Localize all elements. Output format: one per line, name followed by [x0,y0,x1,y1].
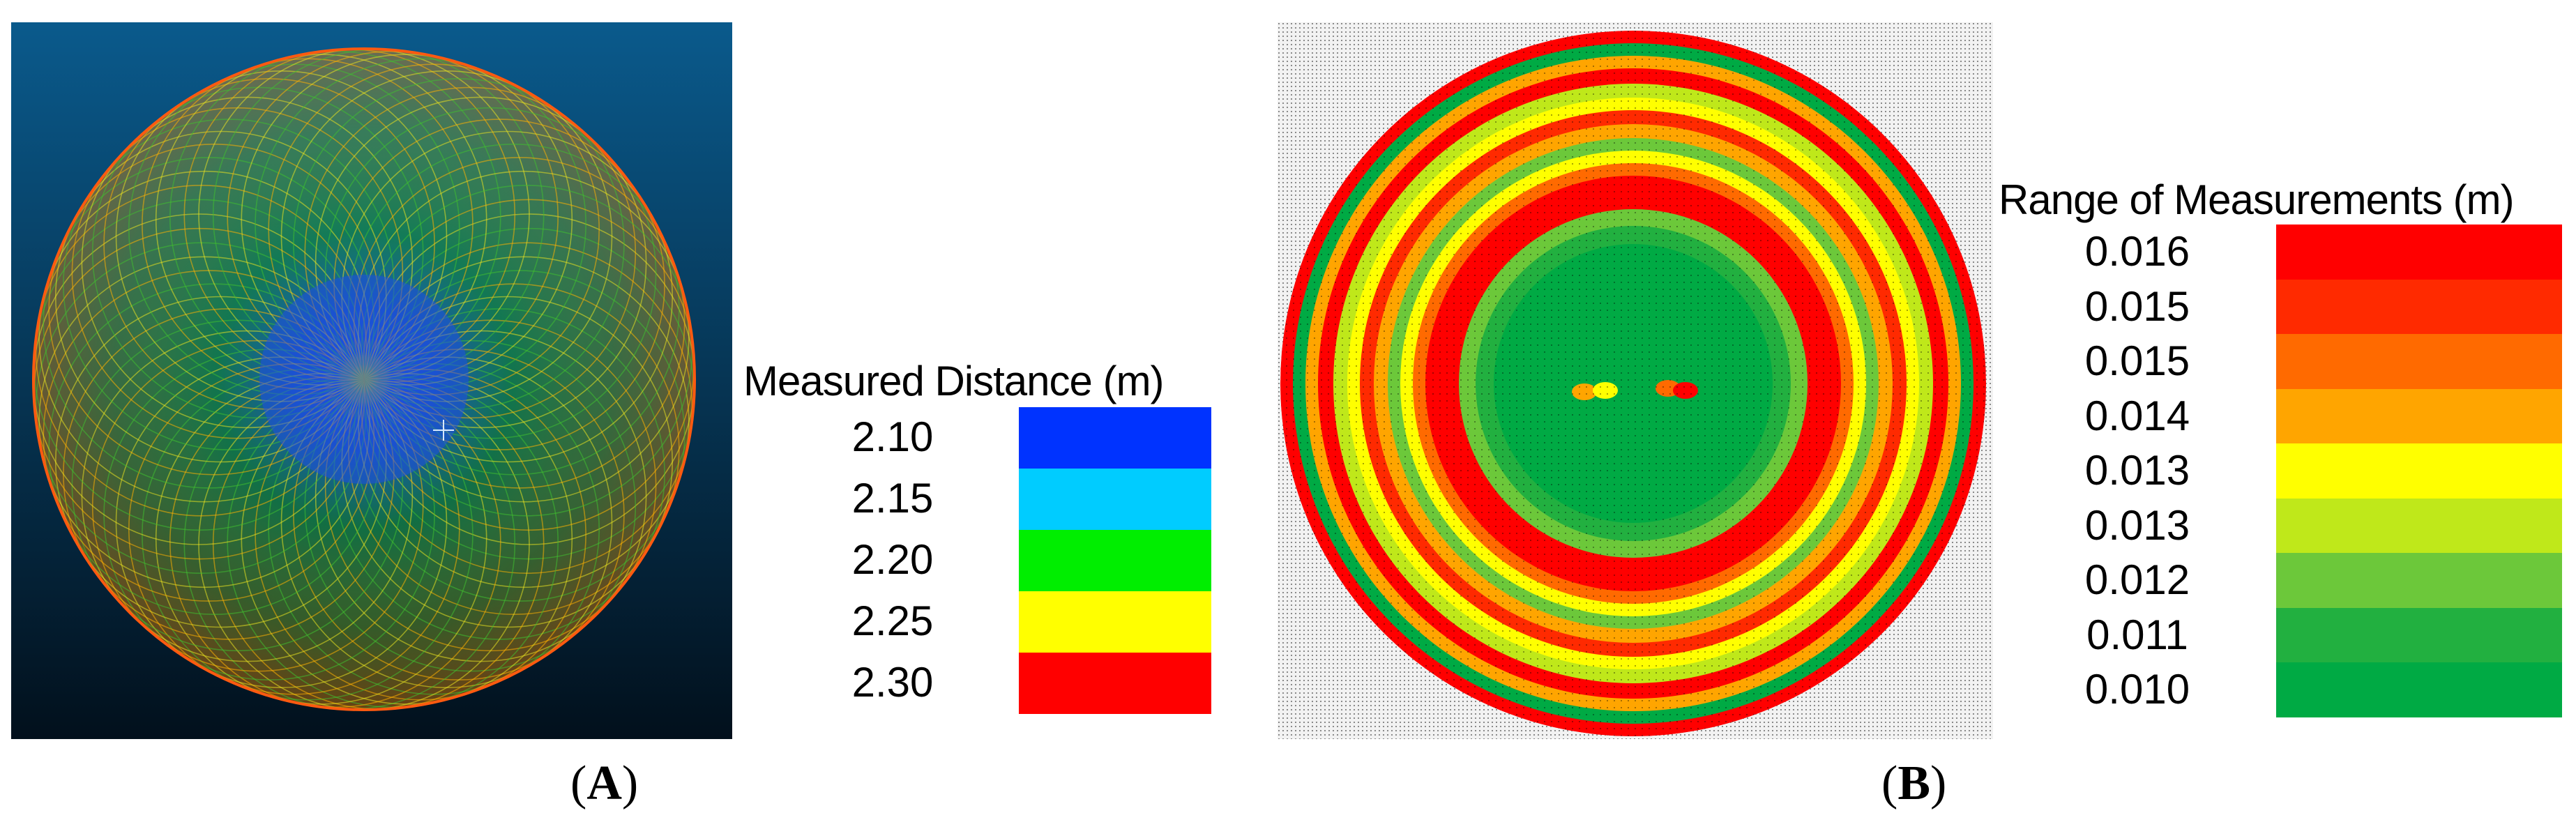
panel-b-caption-letter: B [1897,756,1931,810]
panel-b-caption-open: ( [1881,756,1898,810]
panel-a-scan-pattern [33,49,695,710]
panel-b-legend-swatch [2276,280,2562,335]
panel-a-legend-label: 2.30 [851,659,934,706]
panel-b-legend-label: 0.015 [2084,283,2190,330]
scan-loop [324,107,657,439]
panel-b-legend-label: 0.014 [2084,393,2190,439]
panel-a-caption: (A) [570,756,638,812]
panel-b-legend-swatch [2276,499,2562,554]
panel-a-legend-title: Measured Distance (m) [743,358,1165,404]
panel-b-grid-overlay [1280,31,1986,736]
panel-b-legend-swatch [2276,334,2562,389]
panel-b-legend-swatch [2276,443,2562,499]
panel-a-legend-swatch [1019,591,1211,653]
panel-b-caption: (B) [1881,756,1946,812]
panel-b-range-map-svg [1278,22,1993,739]
panel-a-legend-label: 2.10 [851,413,934,460]
panel-b-legend-label: 0.013 [2084,447,2190,494]
panel-b-legend-label: 0.016 [2084,228,2190,275]
crosshair-icon [433,420,454,441]
panel-b-legend-swatch [2276,389,2562,444]
panel-a-legend-swatch [1019,407,1211,469]
panel-b-legend-label: 0.015 [2084,337,2190,384]
panel-a-legend-swatch [1019,530,1211,591]
panel-a-legend-label: 2.20 [851,536,934,583]
panel-a-legend-label: 2.15 [851,475,934,522]
scan-loop [304,86,637,419]
panel-a-outer-ring [32,47,696,711]
panel-a-caption-open: ( [570,756,587,810]
panel-b-legend-swatch [2276,662,2562,717]
panel-a-caption-letter: A [586,756,622,810]
panel-b-legend-swatch [2276,608,2562,663]
panel-a-legend-swatch [1019,653,1211,714]
scan-center [259,275,469,484]
panel-a-point-cloud-image [11,22,732,739]
panel-a-caption-close: ) [621,756,639,810]
panel-b-caption-close: ) [1930,756,1947,810]
panel-b-legend-swatch [2276,553,2562,608]
panel-b-legend-swatch [2276,225,2562,280]
panel-a-legend-swatch [1019,469,1211,530]
panel-b-legend-label: 0.013 [2084,502,2190,549]
panel-a-point-cloud-svg [11,22,732,739]
panel-a-legend-label: 2.25 [851,598,934,644]
panel-b-range-map-image [1278,22,1993,739]
panel-b-legend-label: 0.011 [2086,611,2188,658]
panel-b-legend-title: Range of Measurements (m) [1999,176,2515,223]
panel-b-legend-label: 0.010 [2084,666,2190,713]
scan-loop [315,96,647,429]
panel-b-legend-label: 0.012 [2084,556,2190,603]
